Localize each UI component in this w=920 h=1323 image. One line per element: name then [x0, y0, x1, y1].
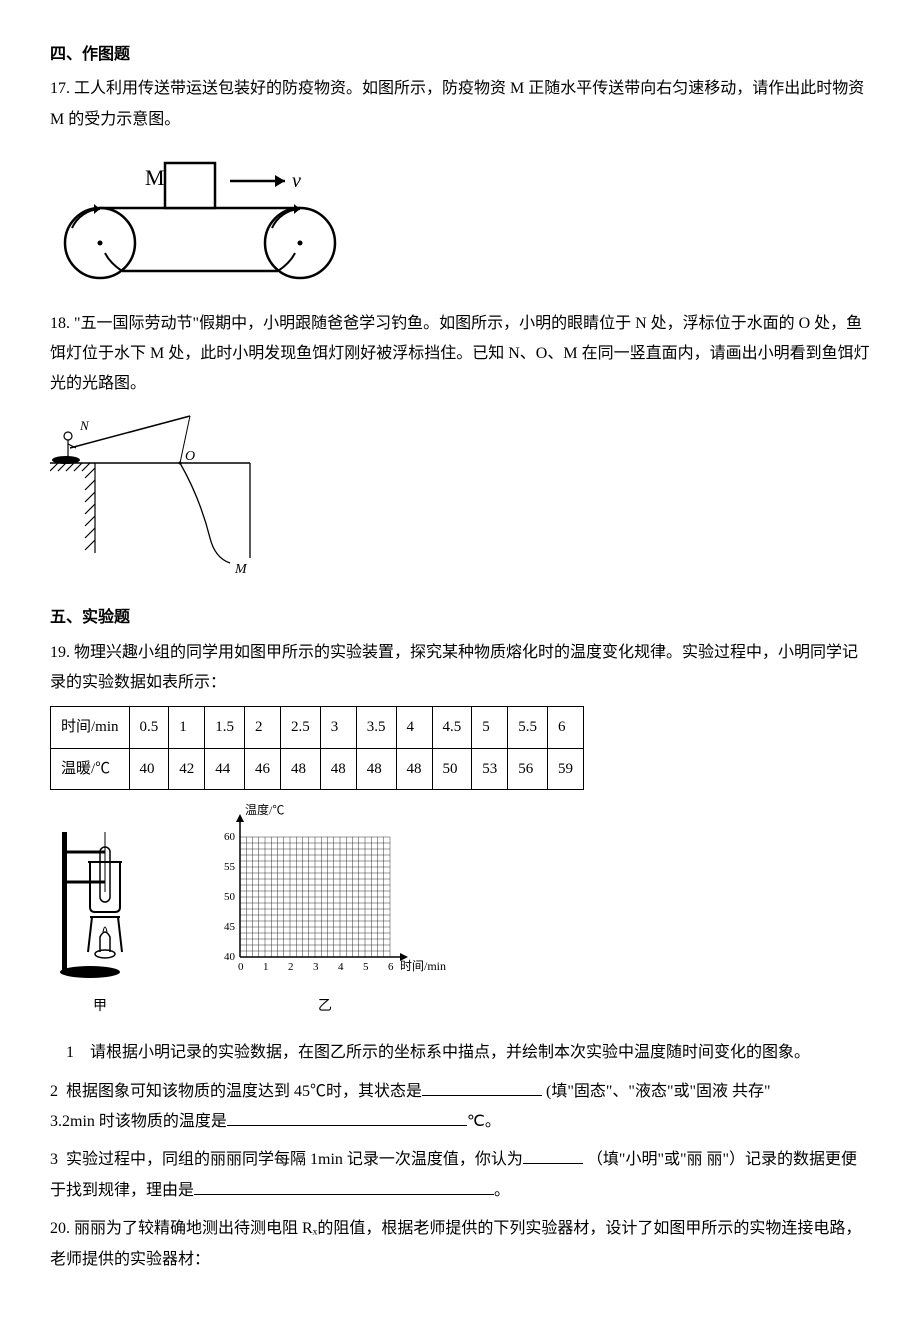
sub1-label: 1 [66, 1044, 74, 1061]
svg-text:5: 5 [363, 961, 369, 973]
svg-text:55: 55 [224, 861, 236, 873]
table-row: 温暖/℃ 40 42 44 46 48 48 48 48 50 53 56 59 [51, 748, 584, 790]
q17-body: 工人利用传送带运送包装好的防疫物资。如图所示，防疫物资 M 正随水平传送带向右匀… [50, 80, 864, 127]
svg-text:3: 3 [313, 961, 319, 973]
sub3-text-c: 。 [494, 1182, 510, 1199]
sub2-text-b: (填"固态"、"液态"或"固液 共存" [546, 1083, 771, 1100]
q18-num: 18. [50, 315, 70, 332]
question-17: 17.工人利用传送带运送包装好的防疫物资。如图所示，防疫物资 M 正随水平传送带… [50, 74, 870, 135]
question-18: 18."五一国际劳动节"假期中，小明跟随爸爸学习钓鱼。如图所示，小明的眼睛位于 … [50, 309, 870, 400]
label-M: M [145, 165, 165, 190]
section-4-title: 四、作图题 [50, 40, 870, 70]
row2-label: 温暖/℃ [51, 748, 130, 790]
q20-body: 丽丽为了较精确地测出待测电阻 Rₓ的阻值，根据老师提供的下列实验器材，设计了如图… [50, 1220, 861, 1267]
xlabel: 时间/min [400, 959, 446, 973]
svg-text:60: 60 [224, 831, 236, 843]
sub2-text-a: 根据图象可知该物质的温度达到 45℃时，其状态是 [66, 1083, 422, 1100]
q20-text: 20.丽丽为了较精确地测出待测电阻 Rₓ的阻值，根据老师提供的下列实验器材，设计… [50, 1220, 861, 1267]
sub3-label: 3 [50, 1151, 58, 1168]
sub3-text-a: 实验过程中，同组的丽丽同学每隔 1min 记录一次温度值，你认为 [66, 1151, 523, 1168]
q19-intro: 物理兴趣小组的同学用如图甲所示的实验装置，探究某种物质熔化时的温度变化规律。实验… [50, 644, 858, 691]
svg-text:50: 50 [224, 891, 236, 903]
sub1-text: 请根据小明记录的实验数据，在图乙所示的坐标系中描点，并绘制本次实验中温度随时间变… [90, 1044, 810, 1061]
blank-reason[interactable] [194, 1178, 494, 1195]
q19-num: 19. [50, 644, 70, 661]
blank-state[interactable] [422, 1079, 542, 1096]
q17-num: 17. [50, 80, 70, 97]
ylabel: 温度/℃ [245, 802, 284, 817]
q17-figure: M v [50, 143, 870, 294]
chart-caption: 乙 [200, 994, 450, 1021]
q18-text: 18."五一国际劳动节"假期中，小明跟随爸爸学习钓鱼。如图所示，小明的眼睛位于 … [50, 315, 870, 393]
svg-text:4: 4 [338, 961, 344, 973]
svg-text:40: 40 [224, 951, 236, 963]
svg-text:45: 45 [224, 921, 236, 933]
q17-text: 17.工人利用传送带运送包装好的防疫物资。如图所示，防疫物资 M 正随水平传送带… [50, 80, 864, 127]
label-N: N [79, 418, 90, 433]
question-19: 19.物理兴趣小组的同学用如图甲所示的实验装置，探究某种物质熔化时的温度变化规律… [50, 638, 870, 699]
apparatus-caption: 甲 [50, 994, 150, 1021]
blank-temp[interactable] [227, 1109, 467, 1126]
svg-text:6: 6 [388, 961, 394, 973]
q19-text: 19.物理兴趣小组的同学用如图甲所示的实验装置，探究某种物质熔化时的温度变化规律… [50, 644, 858, 691]
apparatus-svg [50, 822, 150, 982]
apparatus-figure: 甲 [50, 822, 150, 1020]
grid-chart: 温度/℃ 时间/min 40 45 50 55 60 0 1 2 3 [200, 802, 450, 1020]
svg-text:2: 2 [288, 961, 294, 973]
q20-num: 20. [50, 1220, 70, 1237]
q19-sub1: 1 请根据小明记录的实验数据，在图乙所示的坐标系中描点，并绘制本次实验中温度随时… [50, 1038, 870, 1068]
row1-label: 时间/min [51, 707, 130, 749]
fishing-svg: N O M [50, 408, 280, 578]
label-M2: M [234, 562, 248, 577]
q19-figures: 甲 温度/℃ 时间/min 40 45 50 55 60 0 [50, 802, 870, 1020]
table-row: 时间/min 0.5 1 1.5 2 2.5 3 3.5 4 4.5 5 5.5… [51, 707, 584, 749]
sub2-text-d: ℃。 [467, 1113, 501, 1130]
grid-svg: 温度/℃ 时间/min 40 45 50 55 60 0 1 2 3 [200, 802, 450, 982]
sub2-label: 2 [50, 1083, 58, 1100]
label-v: v [292, 170, 301, 192]
svg-text:1: 1 [263, 961, 269, 973]
section-5-title: 五、实验题 [50, 603, 870, 633]
conveyor-svg: M v [50, 143, 350, 283]
svg-text:0: 0 [238, 961, 244, 973]
q18-figure: N O M [50, 408, 870, 589]
q19-sub3: 3 实验过程中，同组的丽丽同学每隔 1min 记录一次温度值，你认为 （填"小明… [50, 1145, 870, 1206]
blank-who[interactable] [523, 1147, 583, 1164]
sub2-text-c: 3.2min 时该物质的温度是 [50, 1113, 227, 1130]
question-20: 20.丽丽为了较精确地测出待测电阻 Rₓ的阻值，根据老师提供的下列实验器材，设计… [50, 1214, 870, 1275]
label-O: O [185, 449, 195, 464]
q19-data-table: 时间/min 0.5 1 1.5 2 2.5 3 3.5 4 4.5 5 5.5… [50, 706, 584, 790]
q19-sub2: 2 根据图象可知该物质的温度达到 45℃时，其状态是 (填"固态"、"液态"或"… [50, 1077, 870, 1138]
q18-body: "五一国际劳动节"假期中，小明跟随爸爸学习钓鱼。如图所示，小明的眼睛位于 N 处… [50, 315, 870, 393]
